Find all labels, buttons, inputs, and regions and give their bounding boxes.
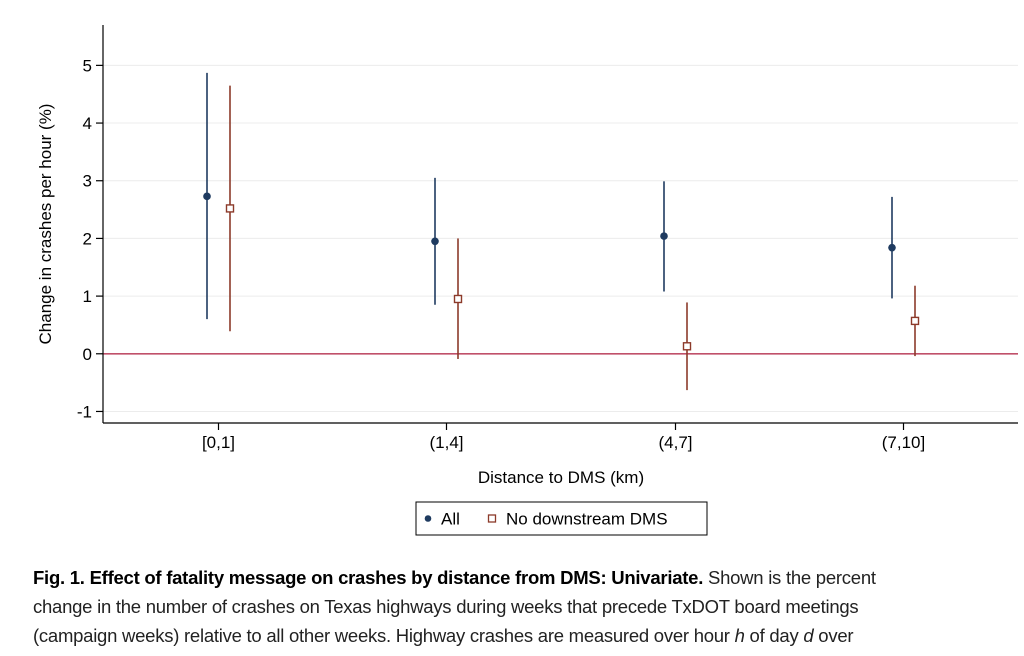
y-tick-label: 3 xyxy=(83,172,92,191)
legend-label-all: All xyxy=(441,510,460,529)
legend: All No downstream DMS xyxy=(415,501,708,536)
x-tick-label: [0,1] xyxy=(202,433,235,452)
x-tick-label: (7,10] xyxy=(882,433,925,452)
x-axis-title: Distance to DMS (km) xyxy=(478,468,644,487)
y-tick-label: 4 xyxy=(83,114,92,133)
y-tick-label: 5 xyxy=(83,56,92,75)
x-tick-label: (4,7] xyxy=(658,433,692,452)
y-tick-label: 0 xyxy=(83,345,92,364)
point-estimate xyxy=(888,243,896,252)
caption-var-h: h xyxy=(734,625,745,646)
point-estimate xyxy=(660,232,668,240)
point-estimate xyxy=(682,342,692,351)
chart: -1 0 1 2 3 4 5 [0,1] (1,4] (4,7] (7,10] Change in… xyxy=(36,25,1018,536)
y-ticks: -1 0 1 2 3 4 5 xyxy=(77,56,103,421)
x-ticks: [0,1] (1,4] (4,7] (7,10] xyxy=(202,423,925,452)
figure-caption: Fig. 1. Effect of fatality message on cr… xyxy=(33,563,1008,650)
series-no-downstream-dms xyxy=(225,85,920,391)
y-axis-title: Change in crashes per hour (%) xyxy=(36,104,55,345)
legend-box xyxy=(415,501,708,536)
series-layer xyxy=(203,72,920,391)
caption-line3c: over xyxy=(813,625,854,646)
caption-var-d: d xyxy=(803,625,814,646)
point-estimate xyxy=(203,192,211,201)
point-estimate xyxy=(453,294,463,304)
series-all xyxy=(203,72,896,320)
y-tick-label: -1 xyxy=(77,402,92,421)
caption-title: Fig. 1. Effect of fatality message on cr… xyxy=(33,567,704,588)
caption-line3b: of day xyxy=(744,625,804,646)
y-tick-label: 1 xyxy=(83,287,92,306)
x-tick-label: (1,4] xyxy=(429,433,463,452)
legend-marker-no-downstream xyxy=(487,514,497,523)
caption-line3a: (campaign weeks) relative to all other w… xyxy=(33,625,735,646)
point-estimate xyxy=(910,316,920,326)
point-estimate xyxy=(431,237,439,246)
legend-marker-all xyxy=(424,515,432,522)
y-tick-label: 2 xyxy=(83,229,92,248)
point-estimate xyxy=(225,204,235,213)
caption-line1: Shown is the percent xyxy=(703,567,876,588)
grid-lines xyxy=(103,64,1018,412)
legend-label-no-downstream: No downstream DMS xyxy=(506,510,668,529)
caption-line2: change in the number of crashes on Texas… xyxy=(33,596,859,617)
